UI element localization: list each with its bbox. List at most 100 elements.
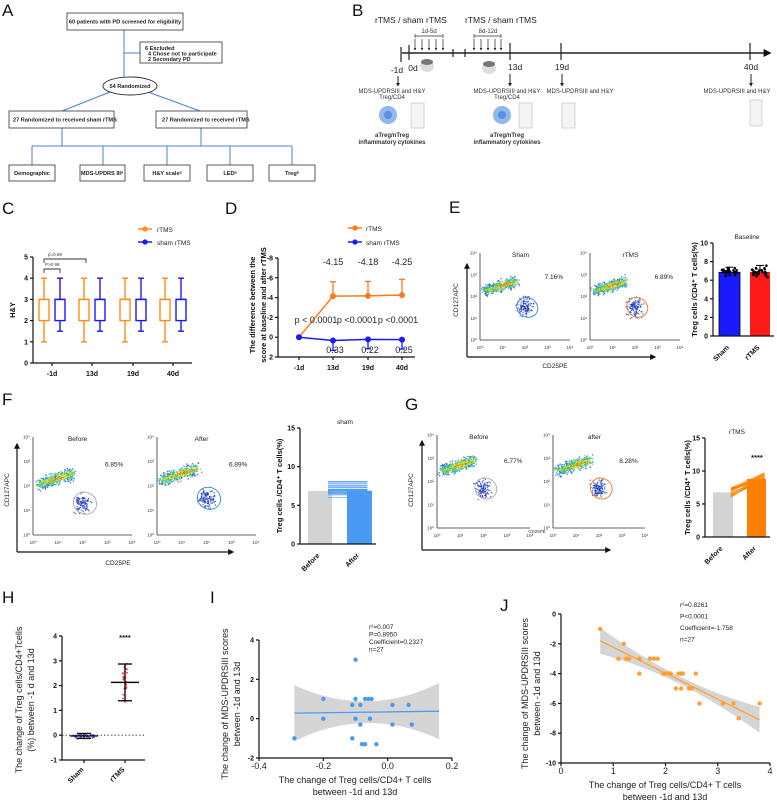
event-dot <box>509 282 511 284</box>
event-dot <box>560 475 562 477</box>
data-point <box>668 671 673 676</box>
event-dot <box>518 308 521 311</box>
data-point <box>731 701 736 706</box>
y-tick-label: 10⁴ <box>427 433 434 438</box>
event-dot <box>170 471 172 473</box>
event-dot <box>194 468 196 471</box>
event-dot <box>602 294 604 296</box>
event-dot <box>567 469 569 471</box>
x-tick-label: 10⁴ <box>253 540 260 545</box>
data-point <box>125 687 128 690</box>
event-dot <box>597 283 600 285</box>
x-axis-label: The change of Treg cells/CD4+ T cells <box>279 775 432 785</box>
event-dot <box>554 469 556 471</box>
x-tick-label: 1 <box>611 766 616 776</box>
event-dot <box>596 487 598 489</box>
cells-label: aTreg/nTreg <box>375 133 409 139</box>
event-dot <box>471 456 473 458</box>
event-dot <box>624 285 626 287</box>
event-dot <box>603 292 605 295</box>
event-dot <box>442 463 444 466</box>
data-point <box>726 267 730 270</box>
event-dot <box>599 283 601 285</box>
x-tick-label: 10⁰ <box>550 533 557 538</box>
event-dot <box>486 482 488 485</box>
y-axis-label: The change of Treg cells/CD4+Tcells <box>14 626 24 773</box>
plot-title: Sham <box>512 252 529 259</box>
event-dot <box>180 474 182 477</box>
y-tick-label: 10³ <box>470 272 477 277</box>
event-dot <box>42 487 44 489</box>
event-dot <box>186 463 188 465</box>
y-tick-label: 10² <box>23 484 30 489</box>
event-dot <box>483 289 485 291</box>
panel-label-a: A <box>2 1 14 20</box>
event-dot <box>175 478 178 481</box>
event-dot <box>190 470 192 472</box>
event-dot <box>588 462 590 464</box>
event-dot <box>594 483 596 486</box>
event-dot <box>39 484 42 486</box>
event-dot <box>640 303 643 306</box>
event-dot <box>570 468 572 470</box>
assessment-label: MDS-UPDRSIII and H&Y <box>546 89 613 95</box>
event-dot <box>168 481 170 483</box>
event-dot <box>501 280 503 282</box>
event-dot <box>69 482 72 484</box>
event-dot <box>180 471 182 474</box>
event-dot <box>524 295 527 298</box>
x-tick-label: 10¹ <box>573 533 580 538</box>
event-dot <box>625 301 627 303</box>
event-dot <box>637 312 640 315</box>
phase2-label: rTMS / sham rTMS <box>465 15 537 25</box>
event-dot <box>514 283 516 286</box>
data-point <box>725 270 728 273</box>
data-point <box>365 336 371 343</box>
gate-percentage: 6.77% <box>504 458 523 465</box>
event-dot <box>625 280 628 282</box>
x-tick-label: 10⁴ <box>642 533 649 538</box>
event-dot <box>522 301 525 303</box>
event-dot <box>191 473 194 476</box>
event-dot <box>625 286 627 288</box>
event-dot <box>630 309 633 312</box>
data-point <box>366 696 371 702</box>
event-dot <box>526 298 528 300</box>
event-dot <box>609 281 611 284</box>
event-dot <box>58 481 61 483</box>
event-dot <box>457 468 460 470</box>
event-dot <box>202 489 204 491</box>
event-dot <box>639 306 642 308</box>
x-tick-label: 3 <box>715 766 720 776</box>
event-dot <box>441 469 443 472</box>
cytokines-label: inflammatory cytokines <box>358 140 426 146</box>
event-dot <box>531 303 533 305</box>
event-dot <box>643 303 645 305</box>
box-rtms <box>78 277 90 343</box>
event-dot <box>62 475 64 477</box>
event-dot <box>579 459 581 461</box>
outcome-text: H&Y scaleᵃ <box>152 171 182 177</box>
event-dot <box>459 470 461 473</box>
cells-label: aTreg/nTreg <box>490 133 524 139</box>
event-dot <box>572 466 574 468</box>
event-dot <box>160 474 162 476</box>
event-dot <box>175 476 177 478</box>
x-tick-label: 10⁰ <box>477 345 484 350</box>
event-dot <box>618 283 621 285</box>
box <box>78 298 90 322</box>
event-dot <box>160 482 162 484</box>
event-dot <box>60 471 62 473</box>
event-dot <box>495 283 497 285</box>
event-dot <box>502 286 504 288</box>
event-dot <box>53 481 55 483</box>
event-dot <box>180 469 182 472</box>
tms-coil-icon <box>482 61 496 74</box>
event-dot <box>577 459 579 462</box>
event-dot <box>594 292 597 294</box>
event-dot <box>449 461 451 463</box>
event-dot <box>46 486 49 489</box>
data-point <box>353 716 358 721</box>
event-dot <box>82 499 84 501</box>
event-dot <box>596 290 598 292</box>
